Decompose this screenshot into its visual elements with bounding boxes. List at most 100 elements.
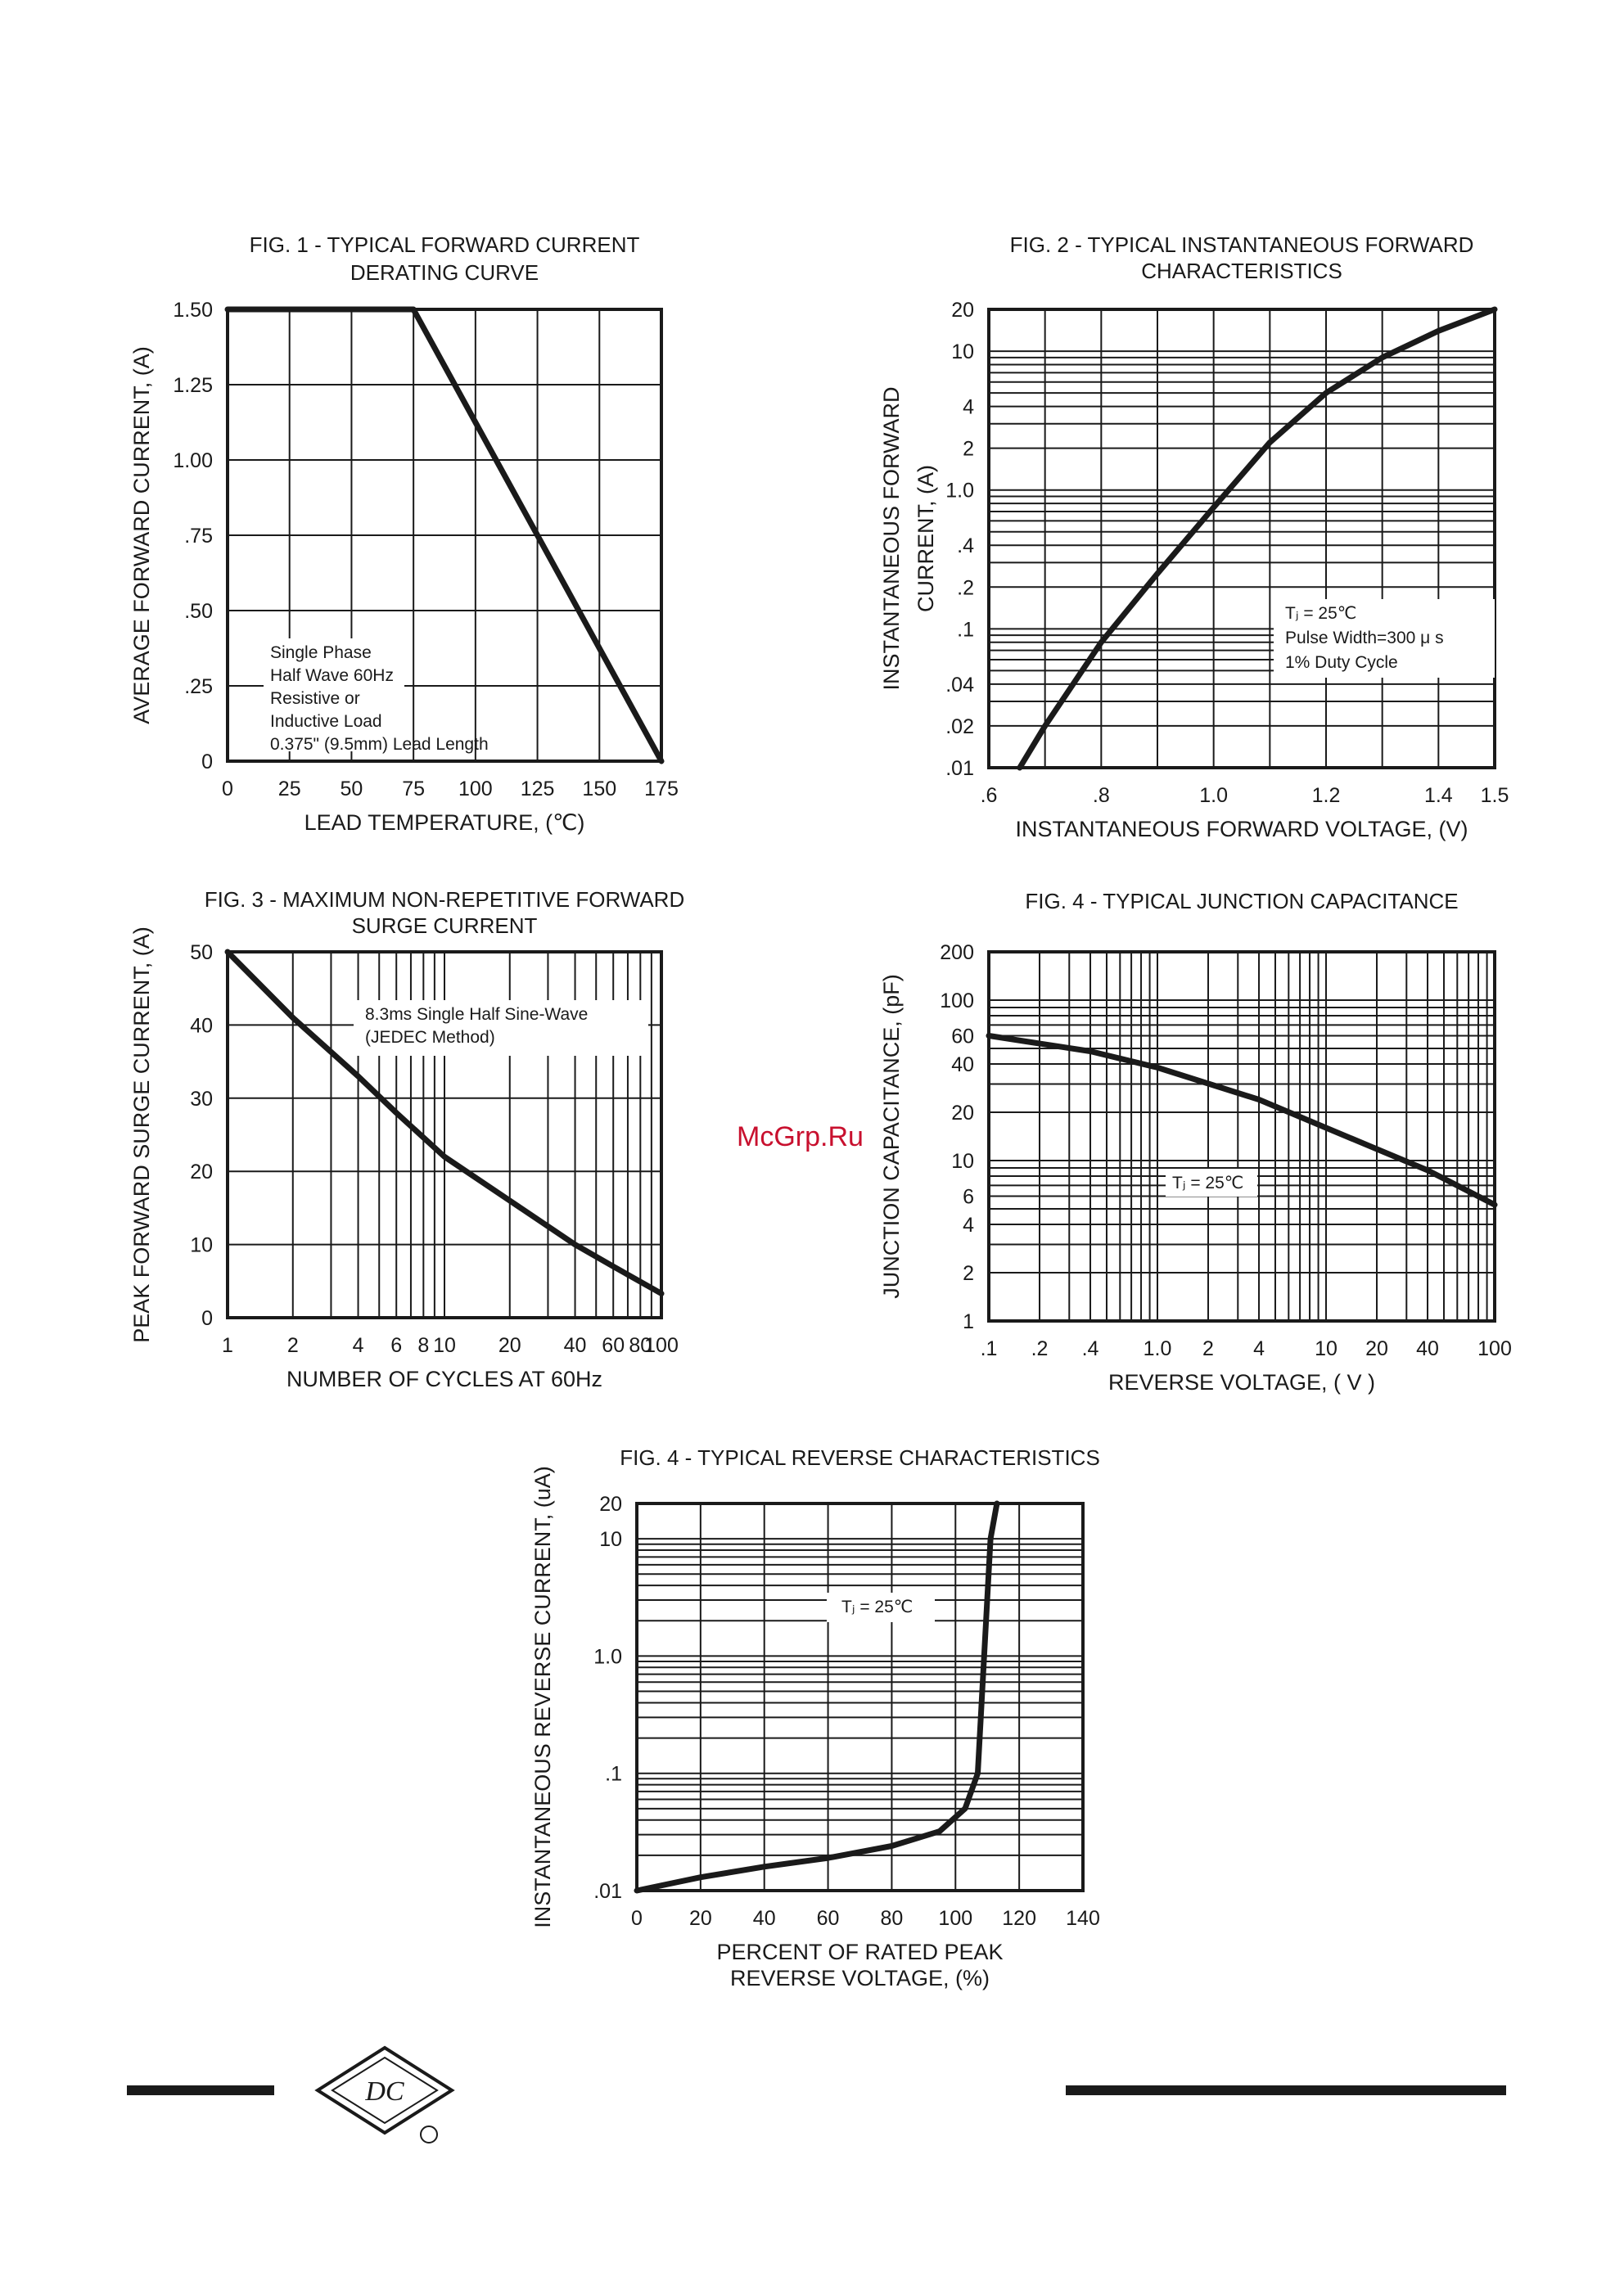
annotation-line: Pulse Width=300 μ s xyxy=(1285,629,1444,647)
x-tick-label: 2 xyxy=(287,1334,299,1357)
y-tick-label: .01 xyxy=(945,757,974,780)
y-tick-label: .1 xyxy=(957,618,974,641)
annotation-line: Tⱼ = 25℃ xyxy=(1285,604,1356,623)
x-tick-label: .4 xyxy=(1082,1337,1099,1360)
x-tick-label: 1.5 xyxy=(1481,784,1509,807)
x-tick-label: 10 xyxy=(1315,1337,1338,1360)
chart-annotation: Single Phase Half Wave 60Hz Resistive or In… xyxy=(264,638,489,754)
chart-annotation: Tⱼ = 25℃ Pulse Width=300 μ s 1% Duty Cycle xyxy=(1274,599,1495,678)
y-tick-label: .75 xyxy=(184,525,213,548)
x-tick-label: 50 xyxy=(341,778,363,800)
x-tick-label: 20 xyxy=(689,1907,712,1930)
annotation-line: Tⱼ = 25℃ xyxy=(1172,1174,1243,1192)
x-tick-label: .8 xyxy=(1093,784,1110,807)
y-tick-label: .01 xyxy=(593,1880,622,1903)
y-tick-label: 20 xyxy=(190,1161,213,1183)
y-axis-label: PEAK FORWARD SURGE CURRENT, (A) xyxy=(129,926,154,1343)
y-axis-label: CURRENT, (A) xyxy=(914,465,938,612)
x-tick-label: 100 xyxy=(938,1907,972,1930)
x-tick-label: 60 xyxy=(602,1334,625,1357)
x-tick-label: 8 xyxy=(417,1334,429,1357)
x-tick-label: 75 xyxy=(402,778,425,800)
x-tick-label: 20 xyxy=(1365,1337,1388,1360)
y-tick-label: 2 xyxy=(963,438,974,461)
y-tick-label: 10 xyxy=(190,1234,213,1257)
x-tick-label: .1 xyxy=(981,1337,998,1360)
y-tick-label: 1.00 xyxy=(173,449,213,472)
gridlines xyxy=(988,951,1495,1322)
x-tick-label: 25 xyxy=(278,778,301,800)
x-tick-label: 2 xyxy=(1202,1337,1214,1360)
logo-text: DC xyxy=(364,2076,404,2107)
annotation-line: (JEDEC Method) xyxy=(365,1028,495,1047)
annotation-line: Half Wave 60Hz xyxy=(270,666,394,685)
y-tick-label: 10 xyxy=(951,1150,974,1173)
y-axis-label: INSTANTANEOUS FORWARD xyxy=(879,386,904,690)
y-tick-label: 1 xyxy=(963,1310,974,1333)
x-tick-label: 80 xyxy=(629,1334,652,1357)
annotation-line: Resistive or xyxy=(270,689,360,708)
annotation-line: 1% Duty Cycle xyxy=(1285,653,1398,672)
y-tick-label: 6 xyxy=(963,1185,974,1208)
x-axis-label: LEAD TEMPERATURE, (℃) xyxy=(304,810,585,835)
y-tick-label: .02 xyxy=(945,715,974,738)
y-tick-label: .4 xyxy=(957,534,974,557)
plot-frame xyxy=(226,950,663,1319)
chart-fig1: FIG. 1 - TYPICAL FORWARD CURRENT DERATING… xyxy=(129,232,679,835)
y-tick-label: 100 xyxy=(940,989,974,1012)
y-tick-label: 20 xyxy=(951,299,974,322)
x-tick-label: 100 xyxy=(458,778,493,800)
y-tick-label: 200 xyxy=(940,941,974,964)
x-tick-label: .6 xyxy=(981,784,998,807)
x-tick-label: 40 xyxy=(753,1907,776,1930)
footer: DC xyxy=(127,2045,1506,2144)
y-tick-label: 1.25 xyxy=(173,374,213,397)
series-line xyxy=(634,1500,1000,1894)
y-tick-label: .1 xyxy=(605,1763,622,1786)
y-tick-label: .50 xyxy=(184,600,213,623)
x-axis-label: PERCENT OF RATED PEAK xyxy=(716,1940,1003,1964)
x-tick-label: 1.2 xyxy=(1312,784,1341,807)
chart-title: CHARACTERISTICS xyxy=(1141,259,1342,283)
x-tick-label: 40 xyxy=(564,1334,587,1357)
footer-rule-right xyxy=(1066,2085,1506,2095)
annotation-bg xyxy=(1166,1169,1257,1197)
x-axis-label: INSTANTANEOUS FORWARD VOLTAGE, (V) xyxy=(1015,817,1468,841)
x-tick-label: 100 xyxy=(1477,1337,1512,1360)
x-tick-label: .2 xyxy=(1031,1337,1049,1360)
annotation-line: Tⱼ = 25℃ xyxy=(841,1598,913,1616)
y-tick-label: .25 xyxy=(184,675,213,698)
annotation-line: Single Phase xyxy=(270,643,372,662)
y-tick-label: 60 xyxy=(951,1025,974,1048)
chart-fig2: FIG. 2 - TYPICAL INSTANTANEOUS FORWARDCH… xyxy=(879,232,1509,841)
y-axis-label: INSTANTANEOUS REVERSE CURRENT, (uA) xyxy=(530,1466,555,1928)
chart-title: FIG. 3 - MAXIMUM NON-REPETITIVE FORWARD xyxy=(205,887,684,912)
x-tick-label: 0 xyxy=(222,778,233,800)
chart-title: FIG. 2 - TYPICAL INSTANTANEOUS FORWARD xyxy=(1010,232,1474,257)
y-tick-label: 30 xyxy=(190,1088,213,1111)
footer-rule-left xyxy=(127,2085,274,2095)
x-tick-label: 1.4 xyxy=(1424,784,1453,807)
x-tick-label: 1 xyxy=(222,1334,233,1357)
y-tick-label: 40 xyxy=(190,1014,213,1037)
chart-title: FIG. 4 - TYPICAL JUNCTION CAPACITANCE xyxy=(1025,889,1458,913)
gridlines xyxy=(636,1503,1084,1891)
y-tick-label: .2 xyxy=(957,576,974,599)
y-tick-label: .04 xyxy=(945,674,974,696)
plot-frame xyxy=(635,1502,1085,1892)
x-tick-label: 10 xyxy=(433,1334,456,1357)
series-line xyxy=(224,306,665,764)
series-line xyxy=(224,949,665,1296)
plot-frame xyxy=(987,950,1496,1323)
x-axis-label: NUMBER OF CYCLES AT 60Hz xyxy=(286,1367,602,1391)
y-tick-label: 10 xyxy=(599,1528,622,1551)
chart-title: FIG. 4 - TYPICAL REVERSE CHARACTERISTICS xyxy=(620,1445,1100,1470)
x-tick-label: 40 xyxy=(1416,1337,1439,1360)
watermark-text: McGrp.Ru xyxy=(737,1121,864,1152)
x-tick-label: 6 xyxy=(390,1334,402,1357)
chart-fig4: FIG. 4 - TYPICAL JUNCTION CAPACITANCE .1.… xyxy=(879,889,1512,1395)
series-line xyxy=(986,1033,1498,1208)
x-tick-label: 0 xyxy=(631,1907,643,1930)
x-tick-label: 20 xyxy=(498,1334,521,1357)
